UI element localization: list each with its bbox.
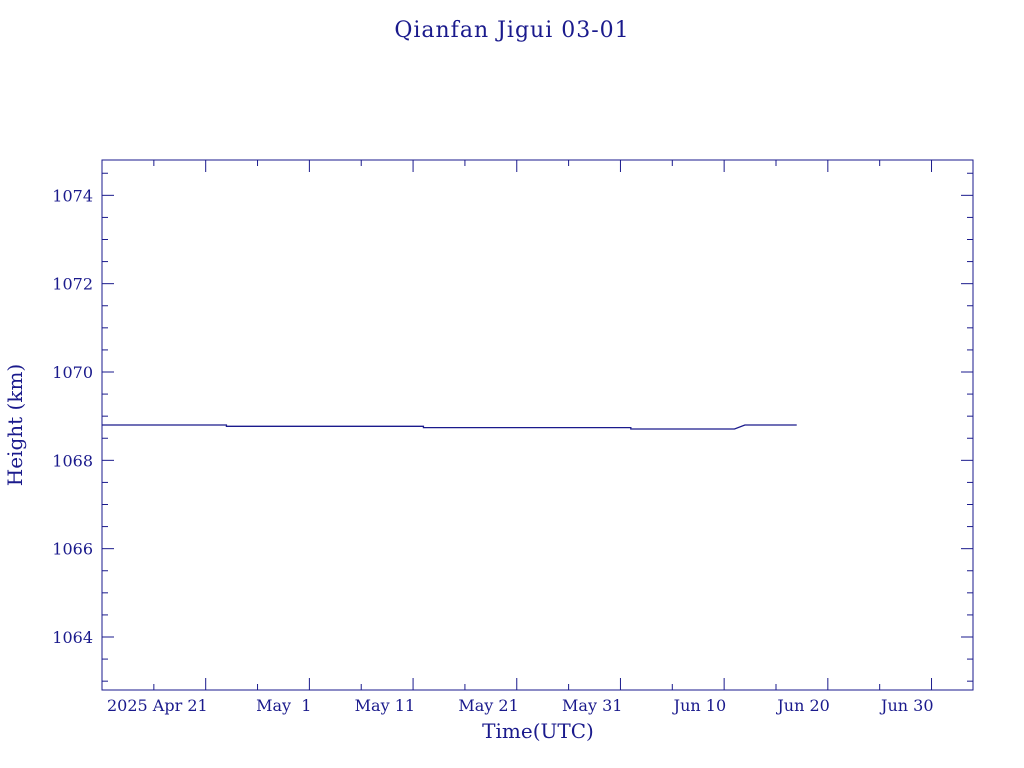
x-axis-label: Time(UTC)	[482, 719, 594, 743]
x-tick-label: May 21	[458, 696, 518, 715]
y-axis-label: Height (km)	[3, 364, 27, 486]
x-tick-label: Jun 30	[879, 696, 933, 715]
series-layer	[102, 424, 797, 430]
x-tick-label: May 11	[355, 696, 415, 715]
x-tick-label: Jun 20	[775, 696, 829, 715]
ticks-layer	[101, 160, 973, 690]
x-tick-label: May 31	[562, 696, 622, 715]
plot-frame	[101, 159, 974, 691]
tick-labels-layer: 1064 1066 1068 1070 1072 1074 2025 Apr 21 May 1…	[52, 186, 933, 715]
y-tick-label: 1070	[52, 363, 93, 382]
y-tick-label: 1066	[52, 540, 93, 559]
x-tick-label: Jun 10	[672, 696, 726, 715]
y-tick-label: 1074	[52, 186, 93, 205]
y-tick-label: 1072	[52, 275, 93, 294]
height-series-line	[102, 424, 797, 430]
y-tick-label: 1064	[52, 628, 93, 647]
y-tick-label: 1068	[52, 451, 93, 470]
x-tick-label: May 1	[256, 696, 311, 715]
x-tick-label: 2025 Apr 21	[107, 696, 208, 715]
chart-title: Qianfan Jigui 03-01	[394, 18, 629, 43]
